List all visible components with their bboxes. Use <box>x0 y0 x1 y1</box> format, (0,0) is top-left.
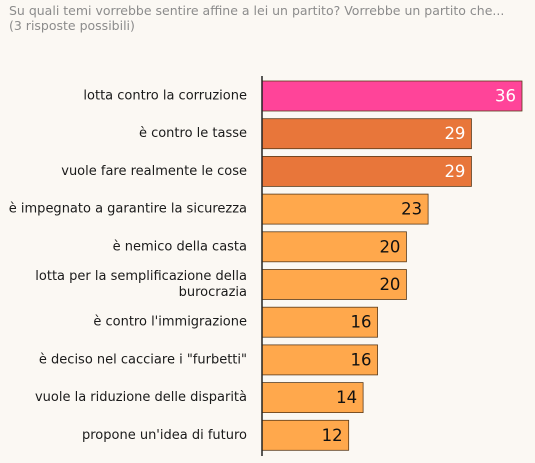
category-label-line: è contro l'immigrazione <box>93 315 247 330</box>
category-label: propone un'idea di futuro <box>82 428 247 443</box>
bar <box>261 419 350 451</box>
question-text: Su quali temi vorrebbe sentire affine a … <box>9 3 529 33</box>
category-label: lotta per la semplificazione della burocr… <box>35 269 247 300</box>
data-label: 29 <box>444 124 465 143</box>
bar <box>261 193 429 225</box>
data-label: 23 <box>401 200 422 219</box>
data-label: 36 <box>495 87 516 106</box>
question-line-2: (3 risposte possibili) <box>9 18 135 33</box>
category-label: è contro l'immigrazione <box>93 315 247 330</box>
bars-group: 36 lotta contro la corruzione 29 è contro l… <box>9 80 523 451</box>
data-label: 14 <box>336 388 357 407</box>
bar <box>261 382 364 414</box>
bar <box>261 80 523 112</box>
bar <box>261 306 378 338</box>
category-label-line: è deciso nel cacciare i "furbetti" <box>39 352 247 367</box>
category-label: è impegnato a garantire la sicurezza <box>9 202 247 217</box>
bar <box>261 269 407 300</box>
category-label: lotta contro la corruzione <box>83 89 247 104</box>
category-label: vuole fare realmente le cose <box>61 164 247 179</box>
category-label-line: è impegnato a garantire la sicurezza <box>9 202 247 217</box>
category-label-line: lotta per la semplificazione della <box>35 269 247 284</box>
category-label: è contro le tasse <box>139 126 247 141</box>
category-label: è nemico della casta <box>113 239 247 254</box>
category-label-line: lotta contro la corruzione <box>83 89 247 104</box>
category-label: vuole la riduzione delle disparità <box>35 390 247 405</box>
data-label: 16 <box>351 350 372 369</box>
data-label: 20 <box>379 237 400 256</box>
question-line-1: Su quali temi vorrebbe sentire affine a … <box>9 3 505 18</box>
data-label: 29 <box>444 162 465 181</box>
category-label-line: burocrazia <box>179 285 247 300</box>
data-label: 20 <box>379 275 400 294</box>
data-label: 12 <box>322 426 343 445</box>
category-label-line: propone un'idea di futuro <box>82 428 247 443</box>
category-label-line: è contro le tasse <box>139 126 247 141</box>
category-label-line: vuole la riduzione delle disparità <box>35 390 247 405</box>
bar <box>261 118 472 150</box>
category-label-line: è nemico della casta <box>113 239 247 254</box>
data-label: 16 <box>351 313 372 332</box>
bar <box>261 155 472 187</box>
category-label-line: vuole fare realmente le cose <box>61 164 247 179</box>
category-label: è deciso nel cacciare i "furbetti" <box>39 352 247 367</box>
bar <box>261 231 407 263</box>
bar <box>261 344 378 376</box>
